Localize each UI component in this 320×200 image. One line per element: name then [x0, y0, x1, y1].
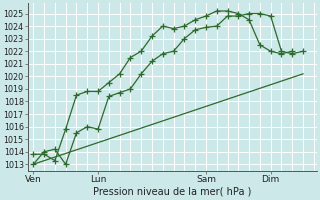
X-axis label: Pression niveau de la mer( hPa ): Pression niveau de la mer( hPa ) [93, 187, 252, 197]
